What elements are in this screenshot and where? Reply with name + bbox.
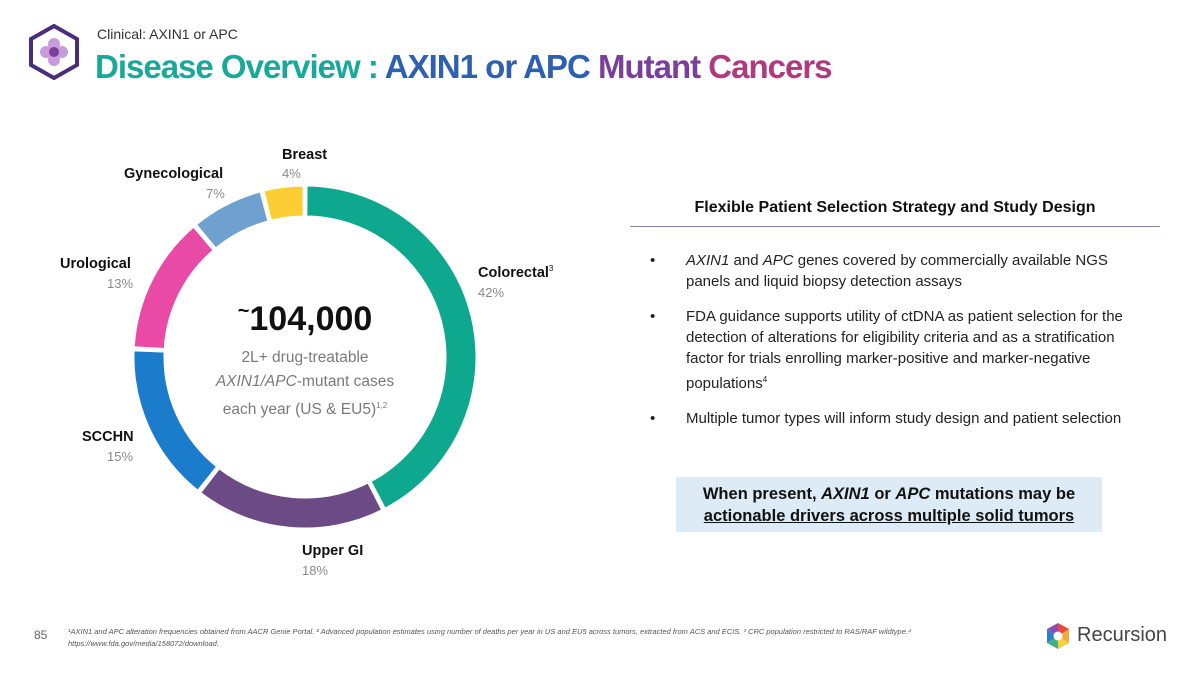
donut-chart xyxy=(131,183,479,531)
pct-scchn: 15% xyxy=(107,449,134,464)
donut-slice-urological xyxy=(131,223,217,352)
center-total: ~104,000 xyxy=(237,300,373,338)
center-caption: 2L+ drug-treatable AXIN1/APC-mutant case… xyxy=(215,349,395,419)
label-upper-gi: Upper GI xyxy=(302,543,364,559)
donut-slice-upper-gi xyxy=(197,465,385,531)
bullet-list: • AXIN1 and APC genes covered by commerci… xyxy=(650,250,1130,443)
pct-urological: 13% xyxy=(107,276,134,291)
page-number: 85 xyxy=(34,628,48,642)
donut-slice-gynecological xyxy=(193,188,271,252)
label-gynecological: Gynecological xyxy=(124,166,224,182)
pct-colorectal: 42% xyxy=(478,285,505,300)
donut-slice-breast xyxy=(260,183,306,224)
eyebrow-label: Clinical: AXIN1 or APC xyxy=(97,26,238,42)
brand-name: Recursion xyxy=(1077,624,1168,646)
bullet-item-tumor-types: • Multiple tumor types will inform study … xyxy=(650,410,1122,427)
label-urological: Urological xyxy=(60,256,131,272)
recursion-logo-icon xyxy=(1047,623,1069,649)
page-title: Disease Overview : AXIN1 or APC Mutant C… xyxy=(95,48,833,85)
panel-title: Flexible Patient Selection Strategy and … xyxy=(694,199,1096,216)
callout-box: When present, AXIN1 or APC mutations may… xyxy=(676,477,1102,532)
bullet-item-ngs: • AXIN1 and APC genes covered by commerci… xyxy=(650,252,1108,290)
donut-slice-scchn xyxy=(131,348,220,494)
label-breast: Breast xyxy=(282,147,328,163)
footnote: ¹AXIN1 and APC alteration frequencies ob… xyxy=(68,627,912,648)
panel-divider xyxy=(630,226,1160,227)
pct-gynecological: 7% xyxy=(206,186,225,201)
pct-upper-gi: 18% xyxy=(302,563,329,578)
company-hex-logo-icon xyxy=(29,24,79,80)
label-scchn: SCCHN xyxy=(82,429,134,445)
donut-slice-colorectal xyxy=(304,183,479,512)
pct-breast: 4% xyxy=(282,166,301,181)
label-colorectal: Colorectal3 xyxy=(478,264,554,281)
bullet-item-fda: • FDA guidance supports utility of ctDNA … xyxy=(650,308,1123,392)
